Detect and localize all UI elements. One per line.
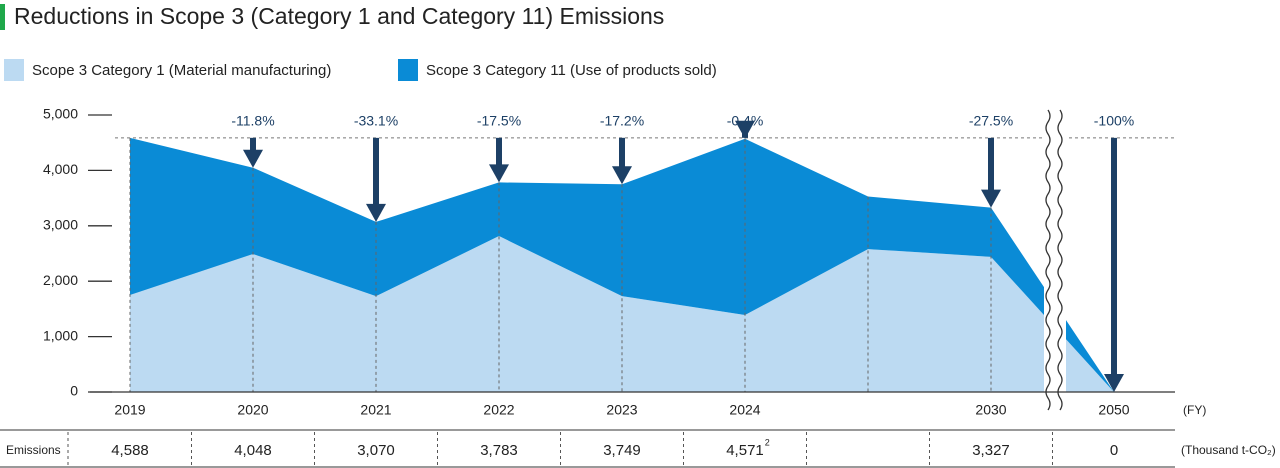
y-tick-label: 1,000	[43, 327, 78, 343]
reduction-label: -100%	[1094, 113, 1134, 129]
x-tick-label: 2019	[114, 402, 145, 418]
table-unit: (Thousand t-CO₂)	[1181, 443, 1276, 457]
overlay: 2019 2020 2021 2022 2023 2024 2030 2050 (FY) -11.…	[6, 113, 1276, 466]
table-value: 0	[1110, 442, 1118, 459]
table-value: 4,588	[111, 442, 149, 459]
table-value: 3,749	[603, 442, 641, 459]
reduction-arrow-head	[735, 120, 755, 139]
axis-break	[1044, 109, 1066, 411]
reduction-arrow-head	[1104, 374, 1124, 392]
x-tick-label: 2050	[1098, 402, 1129, 418]
y-tick-label: 0	[70, 383, 78, 399]
reduction-arrow-head	[981, 189, 1001, 208]
title-accent	[0, 4, 5, 30]
reduction-arrow-head	[366, 203, 386, 222]
x-unit: (FY)	[1183, 403, 1206, 417]
reduction-label: -11.8%	[231, 113, 274, 129]
reduction-label: -0.4%	[727, 113, 764, 129]
table-value: 3,783	[480, 442, 518, 459]
y-tick-label: 3,000	[43, 217, 78, 233]
y-tick-label: 5,000	[43, 106, 78, 122]
footnote-mark: 2	[765, 437, 770, 447]
x-tick-label: 2022	[483, 402, 514, 418]
reduction-arrow-head	[243, 149, 263, 168]
reduction-arrow-head	[612, 166, 632, 185]
table-row-label: Emissions	[6, 443, 61, 457]
chart-title: Reductions in Scope 3 (Category 1 and Ca…	[14, 3, 664, 29]
y-tick-label: 2,000	[43, 272, 78, 288]
x-tick-label: 2030	[975, 402, 1006, 418]
reduction-label: -33.1%	[354, 113, 398, 129]
legend-label: Scope 3 Category 1 (Material manufacturi…	[32, 62, 331, 79]
table-value: 3,070	[357, 442, 395, 459]
x-tick-label: 2024	[729, 402, 760, 418]
plot: 0 1,000 2,000 3,000 4,000 5,000	[43, 106, 1175, 399]
table-value: 4,571	[726, 442, 764, 459]
x-tick-label: 2021	[360, 402, 391, 418]
reduction-label: -17.2%	[600, 113, 644, 129]
legend-swatch	[398, 59, 418, 81]
legend-label: Scope 3 Category 11 (Use of products sol…	[426, 62, 717, 79]
reduction-label: -27.5%	[969, 113, 1013, 129]
table-value: 3,327	[972, 442, 1010, 459]
reduction-label: -17.5%	[477, 113, 521, 129]
table-value: 4,048	[234, 442, 272, 459]
legend-swatch	[4, 59, 24, 81]
x-tick-label: 2020	[237, 402, 268, 418]
x-tick-label: 2023	[606, 402, 637, 418]
y-tick-label: 4,000	[43, 161, 78, 177]
reduction-arrow-head	[489, 164, 509, 183]
